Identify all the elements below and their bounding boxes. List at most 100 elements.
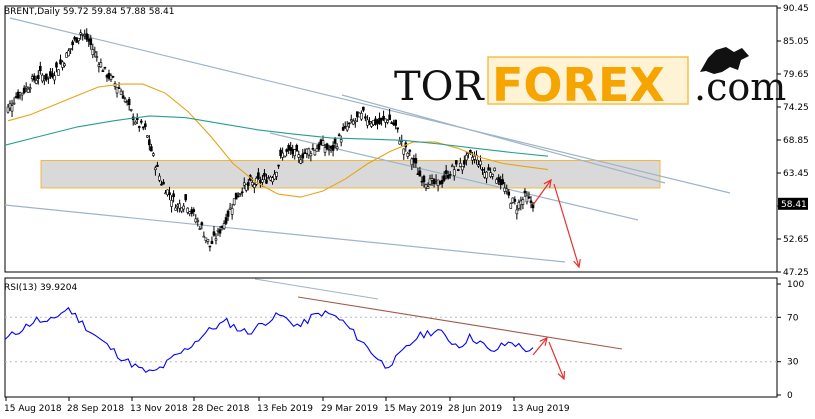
candle-body [91, 49, 95, 56]
candle-body [293, 149, 297, 157]
candle-body [432, 179, 436, 185]
candle-body [204, 237, 208, 241]
candle-body [309, 153, 313, 157]
price-tick-label: 79.65 [783, 70, 809, 80]
candle-body [418, 170, 422, 177]
candle-body [509, 203, 513, 209]
candle-body [234, 192, 238, 200]
time-tick-label: 15 May 2019 [384, 404, 443, 414]
candle-body [158, 175, 161, 181]
candle-body [351, 120, 355, 125]
candle-body [119, 90, 123, 95]
forecast-arrow-up [532, 179, 552, 206]
candle-body [450, 165, 454, 168]
price-tick-label: 74.25 [783, 103, 809, 113]
candle-body [337, 134, 341, 136]
candle-body [168, 192, 171, 196]
candle-body [172, 193, 175, 198]
candle-body [483, 172, 486, 178]
candle-body [242, 182, 246, 186]
candle-body [275, 172, 278, 177]
candle-body [30, 76, 34, 80]
candle-body [51, 73, 54, 78]
candle-body [505, 188, 509, 192]
candle-body [444, 170, 448, 174]
candle-body [339, 139, 343, 143]
candle-body [374, 118, 377, 125]
candle-body [267, 177, 270, 179]
forecast-arrow-down [553, 183, 580, 268]
candle-body [364, 116, 367, 119]
trend-line [341, 94, 666, 184]
candle-body [263, 172, 266, 177]
candle-body [279, 149, 282, 156]
candle-body [222, 223, 226, 229]
candle-body [301, 153, 305, 159]
candle-body [257, 172, 260, 179]
candle-body [333, 137, 337, 144]
candle-body [414, 158, 418, 164]
candle-body [491, 174, 494, 177]
time-tick-label: 28 Dec 2018 [192, 404, 250, 414]
forecast-arrow-down-head [573, 259, 581, 269]
candle-body [41, 74, 44, 82]
candle-body [244, 184, 248, 191]
candle-body [473, 155, 476, 160]
candle-body [347, 122, 351, 125]
candle-body [125, 101, 129, 103]
candle-body [75, 37, 78, 43]
candle-body [224, 217, 228, 224]
main-frame [4, 5, 778, 273]
candle-body [299, 159, 303, 164]
candle-body [454, 160, 458, 165]
time-axis: 15 Aug 2018 28 Sep 2018 13 Nov 2018 28 Dec … [4, 397, 570, 414]
candle-body [271, 177, 274, 183]
candle-body [388, 114, 391, 121]
candle-body [218, 229, 222, 234]
candle-body [519, 200, 523, 206]
candle-body [69, 48, 72, 50]
candle-body [194, 218, 198, 223]
candle-body [200, 222, 204, 226]
candle-body [402, 148, 406, 155]
candle-body [420, 180, 424, 183]
candle-body [190, 209, 194, 214]
support-zone [40, 159, 661, 189]
candle-body [481, 169, 484, 171]
candle-body [115, 86, 119, 94]
candle-body [73, 37, 76, 40]
candle-body [362, 106, 365, 111]
candle-body [135, 117, 139, 120]
candle-body [18, 92, 22, 96]
candle-body [521, 199, 525, 205]
candle-body [313, 149, 317, 156]
candle-body [259, 179, 262, 183]
candle-body [358, 112, 361, 118]
candle-body [49, 71, 52, 77]
candle-body [226, 210, 230, 217]
candle-body [327, 149, 331, 152]
rsi-forecast-arrow-down [548, 341, 565, 380]
rsi-trend-line [297, 296, 623, 350]
candle-body [428, 178, 432, 185]
candle-body [127, 98, 131, 106]
candle-body [121, 95, 125, 99]
watermark-forex: FOREX [492, 58, 665, 112]
candle-body [63, 63, 66, 66]
price-tick-label: 68.85 [783, 136, 809, 146]
candle-body [394, 119, 397, 126]
candle-body [79, 32, 82, 35]
time-tick-label: 28 Jun 2019 [448, 404, 502, 414]
candle-body [285, 149, 288, 152]
candle-body [343, 126, 347, 128]
candle-body [517, 202, 521, 209]
rsi-tick-label: 100 [787, 280, 804, 290]
candle-body [212, 231, 216, 236]
candle-body [495, 179, 498, 184]
candle-body [289, 147, 292, 151]
candle-body [507, 191, 511, 196]
trend-line [9, 17, 731, 194]
candle-body [55, 62, 58, 68]
candle-body [335, 146, 339, 149]
candle-body [109, 75, 113, 80]
